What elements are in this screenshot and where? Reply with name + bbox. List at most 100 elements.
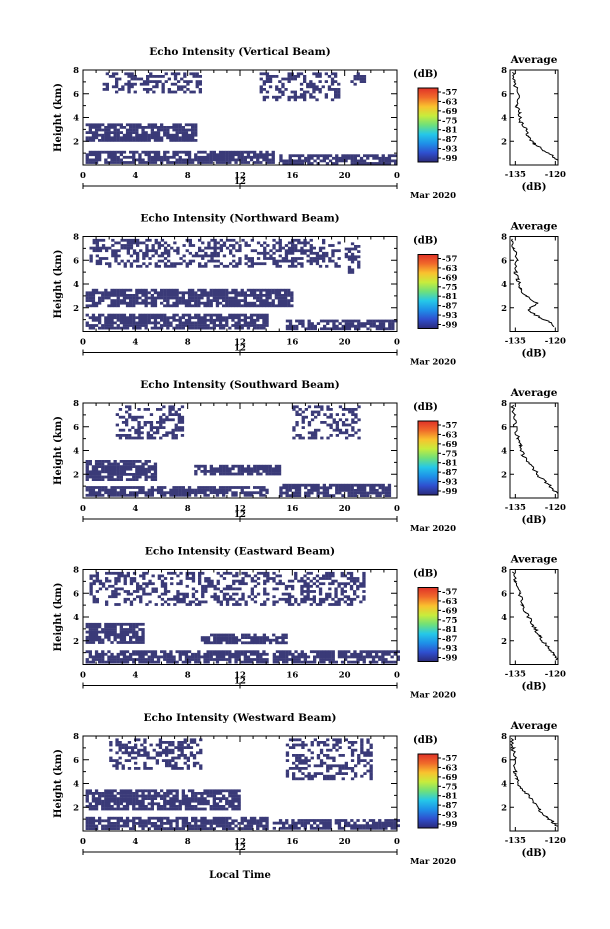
echo-cell xyxy=(206,486,210,489)
echo-cell xyxy=(180,421,185,424)
echo-cell xyxy=(231,467,235,471)
echo-cell xyxy=(232,579,236,583)
echo-cell xyxy=(163,249,168,253)
echo-cell xyxy=(107,467,111,471)
echo-cell xyxy=(141,150,145,154)
echo-cell xyxy=(116,465,120,468)
echo-cell xyxy=(356,72,360,76)
echo-cell xyxy=(253,633,257,637)
echo-cell xyxy=(332,156,336,160)
echo-cell xyxy=(365,821,369,825)
echo-cell xyxy=(122,136,127,140)
echo-cell xyxy=(198,582,202,586)
echo-cell xyxy=(203,636,208,639)
echo-cell xyxy=(228,794,232,798)
echo-cell xyxy=(325,592,329,596)
echo-cell xyxy=(206,304,210,308)
echo-cell xyxy=(353,826,357,830)
echo-cell xyxy=(129,254,134,258)
echo-cell xyxy=(353,162,357,165)
echo-cell xyxy=(209,153,213,157)
echo-cell xyxy=(237,470,241,473)
echo-cell xyxy=(88,126,92,129)
echo-cell xyxy=(94,486,99,489)
echo-cell xyxy=(317,405,321,409)
echo-cell xyxy=(138,638,142,642)
echo-cell xyxy=(173,262,177,266)
echo-cell xyxy=(256,582,261,586)
echo-cell xyxy=(331,652,335,656)
echo-cell xyxy=(246,824,251,828)
echo-cell xyxy=(316,154,320,158)
echo-cell xyxy=(362,77,367,81)
echo-cell xyxy=(341,319,345,323)
echo-cell xyxy=(132,802,136,806)
echo-cell xyxy=(235,571,239,575)
echo-cell xyxy=(91,475,96,479)
echo-cell xyxy=(194,123,198,127)
echo-cell xyxy=(187,318,192,322)
echo-cell xyxy=(116,123,120,127)
echo-cell xyxy=(122,650,127,654)
echo-cell xyxy=(206,822,210,825)
echo-cell xyxy=(309,257,313,260)
echo-cell xyxy=(191,797,195,800)
echo-cell xyxy=(191,579,196,583)
echo-cell xyxy=(160,136,164,140)
y-axis-title: Height (km) xyxy=(53,83,64,152)
echo-cell xyxy=(350,322,355,325)
echo-cell xyxy=(243,318,247,322)
echo-cell xyxy=(329,415,333,419)
echo-cell xyxy=(127,82,131,86)
echo-cell xyxy=(303,582,307,586)
echo-cell xyxy=(138,301,142,305)
echo-cell xyxy=(136,254,140,258)
echo-cell xyxy=(129,262,134,266)
echo-cell xyxy=(163,655,167,659)
echo-cell xyxy=(356,489,361,492)
echo-cell xyxy=(218,816,223,820)
echo-cell xyxy=(166,792,170,795)
echo-cell xyxy=(166,131,170,134)
echo-cell xyxy=(143,408,147,411)
echo-cell xyxy=(259,652,263,656)
echo-cell xyxy=(218,301,223,305)
echo-cell xyxy=(306,595,310,599)
echo-cell xyxy=(225,807,229,811)
y-tick-label: 4 xyxy=(73,447,79,457)
echo-cell xyxy=(266,257,270,260)
echo-cell xyxy=(263,257,267,260)
echo-cell xyxy=(197,321,201,325)
echo-cell xyxy=(110,822,114,825)
echo-cell xyxy=(163,316,167,320)
echo-cell xyxy=(381,162,385,165)
echo-cell xyxy=(107,650,111,654)
echo-cell xyxy=(250,592,254,596)
echo-cell xyxy=(262,304,266,308)
echo-cell xyxy=(120,244,124,247)
echo-cell xyxy=(179,582,183,586)
echo-cell xyxy=(168,413,172,416)
echo-cell xyxy=(152,85,156,89)
echo-cell xyxy=(122,641,127,644)
echo-cell xyxy=(315,259,320,263)
echo-cell xyxy=(88,633,92,637)
echo-cell xyxy=(309,597,313,601)
echo-cell xyxy=(122,326,127,330)
echo-cell xyxy=(344,156,348,160)
echo-cell xyxy=(188,603,192,606)
echo-cell xyxy=(222,595,227,599)
echo-cell xyxy=(278,254,282,258)
echo-cell xyxy=(144,822,148,825)
echo-cell xyxy=(263,600,267,604)
echo-cell xyxy=(231,299,235,302)
echo-cell xyxy=(363,489,367,492)
echo-cell xyxy=(153,126,158,129)
echo-cell xyxy=(116,294,120,297)
echo-cell xyxy=(206,792,210,795)
echo-cell xyxy=(215,493,220,497)
echo-cell xyxy=(197,467,201,471)
echo-cell xyxy=(237,655,241,659)
echo-cell xyxy=(88,158,92,162)
